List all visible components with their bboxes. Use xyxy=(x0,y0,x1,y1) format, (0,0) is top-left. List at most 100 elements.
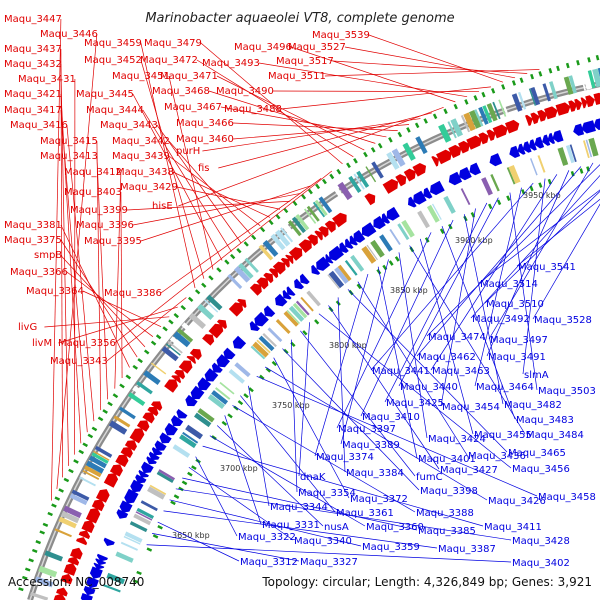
gc-content-tick xyxy=(547,178,552,185)
leader-line-forward xyxy=(368,34,504,83)
gc-skew-tick xyxy=(519,77,524,84)
leader-line-reverse xyxy=(340,259,389,445)
reverse-cog-block xyxy=(207,394,226,410)
gene-label-reverse: Maqu_3398 xyxy=(420,486,478,497)
gene-label-reverse: Maqu_3374 xyxy=(316,452,374,463)
reverse-cog-block xyxy=(156,471,174,484)
reverse-gene-arrow xyxy=(146,456,157,465)
kbp-tick-label: 3750 kbp xyxy=(272,401,310,410)
reverse-gene-arrow xyxy=(282,289,292,300)
reverse-cog-block xyxy=(328,270,345,289)
gene-label-reverse: Maqu_3482 xyxy=(504,400,562,411)
gene-label-reverse: Maqu_3503 xyxy=(538,386,596,397)
reverse-gene-arrow xyxy=(522,141,532,153)
leader-line-reverse xyxy=(357,281,468,456)
reverse-cog-block xyxy=(194,412,212,428)
gc-skew-tick xyxy=(155,334,162,340)
leader-line-reverse xyxy=(441,225,516,420)
forward-cog-block xyxy=(113,415,131,428)
forward-cog-block xyxy=(337,181,353,201)
gene-label-forward: Maqu_3466 xyxy=(176,118,234,129)
reverse-cog-block xyxy=(588,137,599,157)
forward-cog-block xyxy=(275,229,291,247)
gc-skew-tick xyxy=(377,142,383,149)
gene-label-forward: Maqu_3437 xyxy=(4,44,62,55)
forward-cog-block xyxy=(118,406,136,420)
leader-line-forward xyxy=(60,224,130,368)
forward-gene-arrow xyxy=(249,283,262,296)
gene-label-reverse: Maqu_3492 xyxy=(472,314,530,325)
gene-label-reverse: Maqu_3528 xyxy=(534,315,592,326)
reverse-gene-arrow xyxy=(294,278,305,290)
gene-label-forward: Maqu_3460 xyxy=(176,134,234,145)
reverse-cog-block xyxy=(140,500,158,512)
forward-cog-block xyxy=(93,450,110,461)
reverse-cog-block xyxy=(350,254,365,272)
forward-gene-arrow xyxy=(395,174,407,187)
reverse-gene-arrow xyxy=(86,576,99,589)
forward-gene-arrow xyxy=(53,593,66,600)
forward-gene-arrow xyxy=(324,220,336,233)
leader-line-reverse xyxy=(486,170,570,357)
gc-skew-tick xyxy=(143,349,150,355)
reverse-gene-arrow xyxy=(429,180,445,196)
forward-gene-arrow xyxy=(81,520,95,534)
forward-cog-block xyxy=(38,565,58,578)
reverse-gene-arrow xyxy=(148,451,160,461)
gene-label-forward: Maqu_3488 xyxy=(224,104,282,115)
gene-label-reverse: dnaK xyxy=(300,472,326,483)
forward-cog-block xyxy=(542,83,551,102)
forward-cog-block xyxy=(498,99,507,117)
leader-line-reverse xyxy=(409,245,526,435)
gc-content-tick xyxy=(157,525,163,530)
gc-content-tick xyxy=(470,211,476,218)
forward-cog-block xyxy=(517,91,527,110)
reverse-cog-block xyxy=(275,319,291,335)
reverse-gene-arrow xyxy=(275,293,288,307)
forward-gene-arrow xyxy=(364,193,376,206)
leader-line-reverse xyxy=(398,252,428,439)
forward-cog-block xyxy=(167,340,183,354)
gc-skew-tick xyxy=(18,587,24,592)
gc-content-tick xyxy=(302,330,308,336)
forward-cog-block xyxy=(60,510,80,524)
reverse-gene-arrow xyxy=(103,537,115,546)
forward-gene-arrow xyxy=(268,268,279,279)
gene-label-forward: livG xyxy=(18,322,37,333)
reverse-cog-block xyxy=(292,302,308,319)
leader-line-forward xyxy=(114,171,122,389)
gc-skew-tick xyxy=(406,127,411,133)
forward-gene-arrow xyxy=(382,178,399,194)
gene-label-forward: Maqu_3356 xyxy=(58,338,116,349)
forward-cog-block xyxy=(295,214,310,231)
forward-cog-block xyxy=(287,220,302,237)
forward-cog-block xyxy=(530,86,541,106)
reverse-cog-block xyxy=(133,513,152,526)
forward-gene-arrow xyxy=(69,547,83,560)
forward-cog-block xyxy=(69,493,88,506)
forward-gene-arrow xyxy=(136,420,150,432)
gene-label-forward: Maqu_3395 xyxy=(84,236,142,247)
gene-label-forward: Maqu_3527 xyxy=(288,42,346,53)
reverse-gene-arrow xyxy=(381,213,391,224)
forward-gene-arrow xyxy=(164,379,178,393)
forward-gene-arrow xyxy=(256,277,269,290)
reverse-gene-arrow xyxy=(593,118,600,131)
forward-cog-block xyxy=(58,516,77,529)
reverse-cog-block xyxy=(252,341,269,358)
gene-label-reverse: Maqu_3401 xyxy=(418,454,476,465)
reverse-gene-arrow xyxy=(407,196,417,208)
forward-gene-arrow xyxy=(147,406,159,417)
gc-skew-tick xyxy=(370,147,376,153)
forward-gene-arrow xyxy=(186,356,196,365)
gene-label-reverse: Maqu_3331 xyxy=(262,520,320,531)
leader-line-reverse xyxy=(209,435,366,527)
gc-skew-tick xyxy=(322,178,327,185)
reverse-cog-block xyxy=(417,210,430,229)
reverse-cog-block xyxy=(219,381,235,395)
kbp-tick-label: 3850 kbp xyxy=(390,286,428,295)
gene-label-reverse: Maqu_3384 xyxy=(346,468,404,479)
forward-cog-block xyxy=(282,223,298,241)
reverse-gene-arrow xyxy=(345,238,354,249)
reverse-gene-arrow xyxy=(135,474,147,484)
